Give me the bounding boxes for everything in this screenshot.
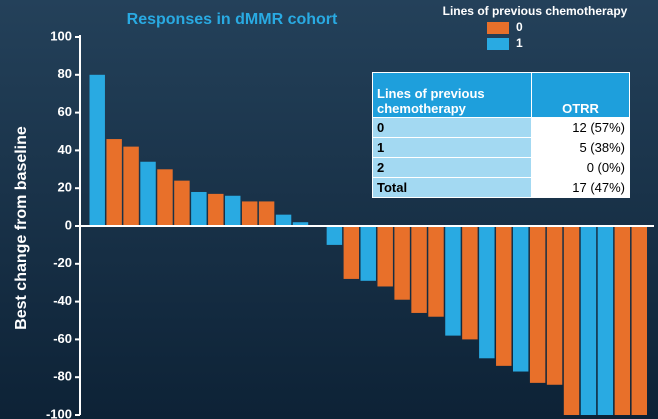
table-header: Lines of previous chemotherapy <box>372 72 532 118</box>
table-cell: 1 <box>372 137 532 158</box>
legend-swatch <box>487 22 509 34</box>
bar <box>563 226 580 415</box>
y-tick-label: -100 <box>46 406 72 419</box>
bar <box>580 226 597 415</box>
y-tick-label: -80 <box>53 369 72 384</box>
table-cell: 2 <box>372 157 532 178</box>
bar <box>496 226 512 366</box>
table-cell: 0 (0%) <box>531 157 630 178</box>
table-cell: 12 (57%) <box>531 117 630 138</box>
bar <box>394 226 410 300</box>
bar <box>529 226 546 383</box>
legend-title: Lines of previous chemotherapy <box>443 4 628 18</box>
table-cell: 17 (47%) <box>531 177 630 198</box>
bar <box>157 169 173 226</box>
y-tick-label: 60 <box>58 104 72 119</box>
bar <box>377 226 393 287</box>
bar <box>631 226 647 415</box>
y-tick-label: 0 <box>65 217 72 232</box>
bar <box>462 226 478 340</box>
legend-swatch <box>487 38 509 50</box>
bar <box>445 226 461 336</box>
y-tick-label: 40 <box>58 142 72 157</box>
bar <box>546 226 563 385</box>
y-tick-label: 80 <box>58 66 72 81</box>
y-tick-label: -40 <box>53 293 72 308</box>
bar <box>258 201 275 226</box>
bar <box>241 201 258 226</box>
y-tick-label: -20 <box>53 255 72 270</box>
bar <box>275 214 292 226</box>
bar <box>411 226 427 313</box>
bar <box>512 226 529 372</box>
bar <box>174 180 190 226</box>
table-cell: 0 <box>372 117 532 138</box>
bar <box>292 222 309 226</box>
table-cell: 5 (38%) <box>531 137 630 158</box>
chart-title: Responses in dMMR cohort <box>127 11 338 28</box>
table-header: OTRR <box>531 72 630 118</box>
bar <box>614 226 631 415</box>
y-axis-title: Best change from baseline <box>13 126 30 330</box>
table-cell: Total <box>372 177 532 198</box>
bar <box>191 191 207 226</box>
bar <box>123 146 139 226</box>
bar <box>106 139 122 226</box>
table: Lines of previous chemotherapy OTRR 0 12 (… <box>372 72 630 198</box>
legend-label: 0 <box>516 20 523 34</box>
bar <box>326 226 343 245</box>
bar <box>208 193 224 226</box>
y-tick-label: -60 <box>53 331 72 346</box>
y-tick-label: 20 <box>58 180 72 195</box>
bar <box>225 195 241 226</box>
legend-label: 1 <box>516 36 523 50</box>
bar <box>597 226 614 415</box>
bar <box>428 226 444 317</box>
bar <box>343 226 360 279</box>
bar <box>140 161 156 226</box>
bar <box>89 74 105 226</box>
bar <box>360 226 376 281</box>
y-tick-label: 100 <box>50 28 72 43</box>
bar <box>479 226 495 359</box>
